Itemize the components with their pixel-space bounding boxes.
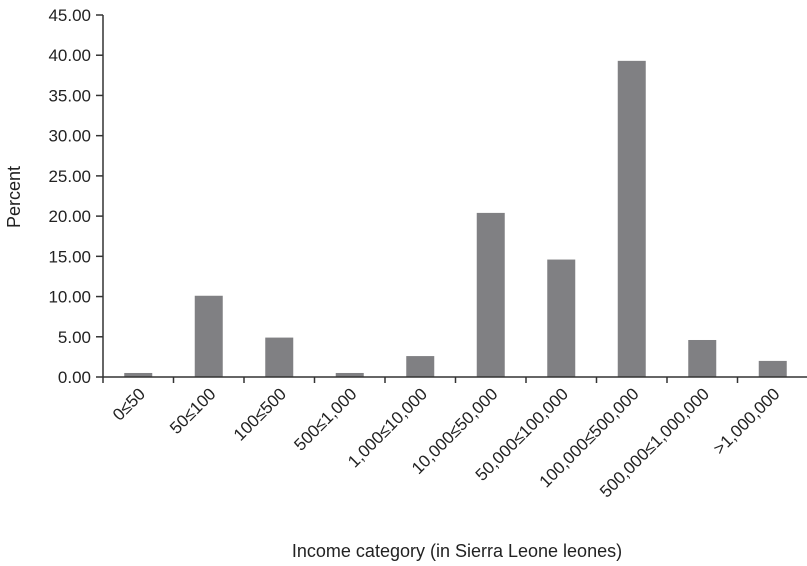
x-axis-tick-labels: 0≤50 50≤100 100≤500 500≤1,0001,000≤10,00010… [109,384,784,501]
x-tick-label: 0≤50 [109,384,149,424]
bar [476,212,505,377]
y-tick-label: 35.00 [48,86,91,105]
y-axis-ticks [96,14,103,378]
y-axis-tick-labels: 0.00 5.00 10.00 15.00 20.00 25.00 30.00 35.00 40… [48,6,91,387]
y-tick-label: 30.00 [48,127,91,146]
bar [265,337,294,377]
x-axis-ticks [102,377,739,383]
y-axis-title: Percent [4,166,24,228]
bar [335,372,364,377]
bar [688,339,717,377]
x-axis-title: Income category (in Sierra Leone leones) [292,541,622,561]
y-tick-label: 0.00 [58,368,91,387]
bar [194,295,223,377]
bars [124,60,787,377]
bar [758,360,787,377]
y-tick-label: 20.00 [48,207,91,226]
x-tick-label: >1,000,000 [710,384,784,458]
y-tick-label: 45.00 [48,6,91,25]
x-tick-label: 100≤500 [230,384,290,444]
bar [406,356,435,377]
y-tick-label: 40.00 [48,46,91,65]
x-tick-label: 50≤100 [166,384,219,437]
bar [124,372,153,377]
y-tick-label: 25.00 [48,167,91,186]
y-tick-label: 10.00 [48,288,91,307]
y-tick-label: 15.00 [48,247,91,266]
bar [547,259,576,377]
y-tick-label: 5.00 [58,328,91,347]
bar [617,60,646,377]
x-tick-label: 500≤1,000 [290,384,360,454]
